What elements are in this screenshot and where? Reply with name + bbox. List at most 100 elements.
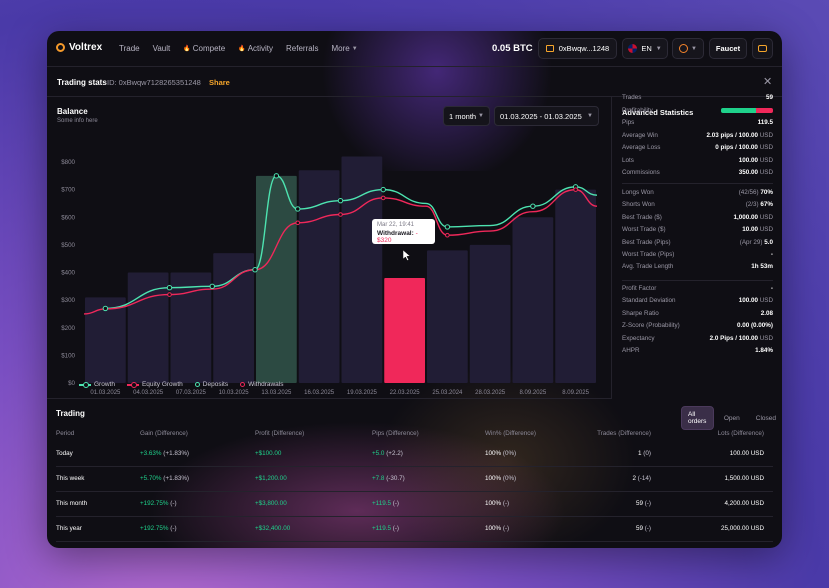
stat-row: Profit Factor - xyxy=(622,285,773,292)
equity-point xyxy=(167,292,172,297)
stat-row: Best Trade (Pips) (Apr 29) 5.0 xyxy=(622,239,773,246)
stat-unit: USD xyxy=(759,157,773,164)
col-period: Period xyxy=(56,430,75,437)
stat-row: Avg. Trade Length 1h 53m xyxy=(622,263,773,270)
x-tick-label: 22.03.2025 xyxy=(390,390,421,396)
faucet-button[interactable]: Faucet xyxy=(709,38,747,59)
nav-link-trade[interactable]: Trade xyxy=(119,44,140,53)
stat-label: Standard Deviation xyxy=(622,297,676,304)
stat-unit: USD xyxy=(759,169,773,176)
legend-growth[interactable]: Growth xyxy=(79,381,115,388)
stat-number: - xyxy=(770,251,773,258)
table-row[interactable]: Today +3.63% (+1.83%) +$100.00 +5.0 (+2.2) 1… xyxy=(56,442,773,467)
cell-gain: +192.75% (-) xyxy=(140,500,177,507)
legend-equity-growth[interactable]: Equity Growth xyxy=(126,381,183,388)
stat-number: 5.0 xyxy=(764,239,773,246)
stat-value: - xyxy=(771,251,773,258)
stat-number: 1h 53m xyxy=(751,263,773,270)
chevron-down-icon: ▼ xyxy=(691,45,697,52)
date-range-select[interactable]: 01.03.2025 - 01.03.2025 ▼ xyxy=(494,106,599,126)
account-id: ID: 0xBwqw7128265351248 xyxy=(107,78,201,87)
stat-value: 2.03 pips / 100.00 USD xyxy=(706,132,773,139)
x-tick-label: 19.03.2025 xyxy=(347,390,378,396)
stat-row: Profitability xyxy=(622,107,773,114)
cell-period: Today xyxy=(56,450,73,457)
stat-row: Average Loss 0 pips / 100.00 USD xyxy=(622,144,773,151)
nav-link-label: Vault xyxy=(152,44,171,53)
y-tick-label: $500 xyxy=(61,242,75,249)
stat-row: Expectancy 2.0 Pips / 100.00 USD xyxy=(622,335,773,342)
voltrex-logo-icon xyxy=(56,43,65,52)
stat-row: Commissions 350.00 USD xyxy=(622,169,773,176)
cell-win: 100% (0%) xyxy=(485,450,517,457)
cell-gain: +192.75% (-) xyxy=(140,525,177,532)
nav-link-vault[interactable]: Vault xyxy=(153,44,171,53)
nav-link-label: More xyxy=(331,44,350,53)
chevron-down-icon: ▼ xyxy=(351,45,358,52)
stat-row: Sharpe Ratio 2.08 xyxy=(622,310,773,317)
wallet-button[interactable]: 0xBwqw...1248 xyxy=(538,38,617,59)
chat-button[interactable] xyxy=(752,38,773,59)
nav-link-compete[interactable]: 🔥 Compete xyxy=(183,44,225,53)
y-tick-label: $800 xyxy=(61,159,75,166)
table-row[interactable]: This year +192.75% (-) +$32,400.00 +119.5 (… xyxy=(56,517,773,542)
nav-link-activity[interactable]: 🔥 Activity xyxy=(238,44,273,53)
advanced-statistics: Advanced Statistics Trades 59 Profitabilit… xyxy=(613,94,782,399)
brand-logo[interactable]: Voltrex xyxy=(56,42,102,53)
stat-prefix: (42/56) xyxy=(738,189,759,196)
stat-row: Z-Score (Probability) 0.00 (0.00%) xyxy=(622,322,773,329)
equity-point xyxy=(338,212,343,217)
equity-point xyxy=(295,220,301,226)
col-trades: Trades (Difference) xyxy=(597,430,651,437)
table-row[interactable]: This week +5.70% (+1.83%) +$1,200.00 +7.8 (… xyxy=(56,467,773,492)
stat-number: 59 xyxy=(765,94,773,101)
growth-point xyxy=(166,284,173,291)
col-gain: Gain (Difference) xyxy=(140,430,188,437)
stat-number: 1.84% xyxy=(755,347,773,354)
stat-value: 350.00 USD xyxy=(739,169,773,176)
close-icon[interactable]: ✕ xyxy=(763,76,773,88)
equity-point xyxy=(445,232,450,238)
trading-section: Trading All orders Open Closed Period Ga… xyxy=(47,399,782,548)
trading-title: Trading xyxy=(56,409,85,418)
tab-open[interactable]: Open xyxy=(723,414,740,422)
share-link[interactable]: Share xyxy=(209,78,230,87)
stat-row: Shorts Won (2/3) 67% xyxy=(622,201,773,208)
nav-link-referrals[interactable]: Referrals xyxy=(286,44,318,53)
cell-lots: 1,500.00 USD xyxy=(724,475,764,482)
token-icon xyxy=(679,44,689,53)
period-select[interactable]: 1 month ▼ xyxy=(443,106,490,126)
stat-label: Lots xyxy=(622,157,634,164)
balance-bar xyxy=(213,253,254,383)
stat-value: - xyxy=(771,285,773,292)
y-tick-label: $0 xyxy=(68,380,75,387)
col-lots: Lots (Difference) xyxy=(717,430,764,437)
legend-withdrawals[interactable]: Withdrawals xyxy=(240,381,283,388)
stat-label: Worst Trade ($) xyxy=(622,226,666,233)
stat-unit: USD xyxy=(759,132,773,139)
balance-chart: $0 $100 $200 $300 $400 $500 $600 $700 $800 01.03.… xyxy=(61,156,598,396)
stats-title: Trading stats xyxy=(57,78,107,87)
wallet-icon xyxy=(545,45,554,52)
cell-lots: 100.00 USD xyxy=(729,450,764,457)
tab-all-orders[interactable]: All orders xyxy=(681,406,714,430)
table-row[interactable]: This month +192.75% (-) +$3,800.00 +119.5 (… xyxy=(56,492,773,517)
stat-prefix: (Apr 29) xyxy=(739,239,763,246)
profitability-bar xyxy=(721,108,773,113)
cell-trades: 59 (-) xyxy=(635,500,651,507)
tab-closed[interactable]: Closed xyxy=(755,414,776,422)
y-tick-label: $200 xyxy=(61,325,75,332)
stat-number: 100.00 xyxy=(738,157,758,164)
cell-pips: +7.8 (-30.7) xyxy=(372,475,405,482)
col-pips: Pips (Difference) xyxy=(372,430,419,437)
tooltip-value: - $320 xyxy=(377,230,418,244)
legend-deposits[interactable]: Deposits xyxy=(194,381,228,388)
nav-link-more[interactable]: More ▼ xyxy=(331,44,357,53)
cell-pips: +119.5 (-) xyxy=(372,500,400,507)
balance-bar xyxy=(384,278,425,383)
token-select[interactable]: ▼ xyxy=(672,38,704,59)
date-range-value: 01.03.2025 - 01.03.2025 xyxy=(500,111,582,121)
language-select[interactable]: EN ▼ xyxy=(622,38,668,59)
stat-value: 1.84% xyxy=(755,347,773,354)
stat-label: Avg. Trade Length xyxy=(622,263,674,270)
